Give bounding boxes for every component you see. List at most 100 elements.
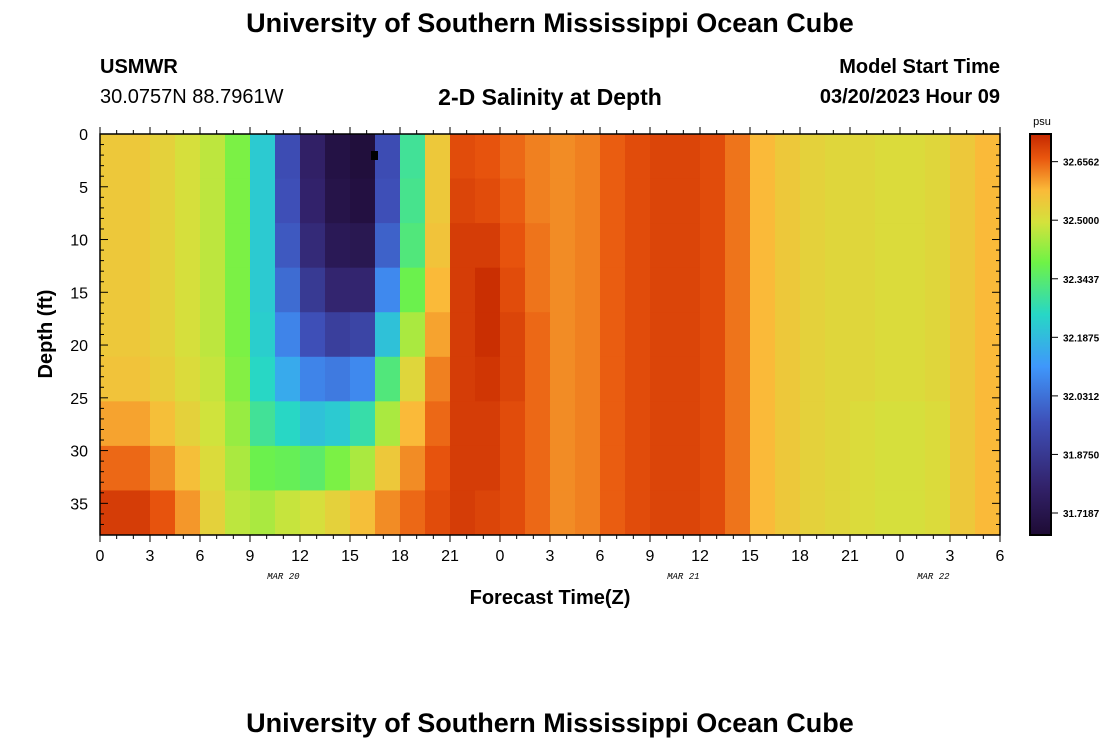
heatmap-cell <box>225 178 251 224</box>
heatmap-cell <box>775 401 801 447</box>
heatmap-cell <box>600 223 626 269</box>
heatmap-cell <box>850 134 876 180</box>
heatmap-cell <box>200 178 226 224</box>
colorbar-tick-label: 32.0312 <box>1063 392 1100 403</box>
x-tick-label: 9 <box>646 548 655 565</box>
y-tick-label: 35 <box>70 496 88 513</box>
heatmap-cell <box>200 401 226 447</box>
heatmap-cell <box>225 134 251 180</box>
heatmap-cell <box>750 490 776 535</box>
heatmap-cell <box>800 178 826 224</box>
heatmap-cell <box>325 312 351 358</box>
heatmap-cell <box>675 356 701 402</box>
heatmap-cell <box>325 223 351 269</box>
heatmap-cell <box>675 134 701 180</box>
heatmap-cell <box>125 267 151 313</box>
heatmap-cell <box>375 401 401 447</box>
heatmap-cell <box>400 490 426 535</box>
heatmap-cell <box>675 490 701 535</box>
heatmap-cell <box>350 312 376 358</box>
heatmap-cell <box>625 490 651 535</box>
heatmap-cell <box>900 178 926 224</box>
heatmap-cell <box>575 134 601 180</box>
heatmap-cell <box>650 134 676 180</box>
x-tick-label: 6 <box>196 548 205 565</box>
x-tick-label: 18 <box>791 548 809 565</box>
heatmap-cell <box>325 445 351 492</box>
heatmap-cell <box>850 223 876 269</box>
heatmap-cell <box>525 178 551 224</box>
heatmap-cell <box>275 445 301 492</box>
heatmap-cell <box>250 178 276 224</box>
heatmap-cell <box>300 134 326 180</box>
heatmap-cell <box>750 401 776 447</box>
heatmap-cell <box>300 178 326 224</box>
heatmap-cell <box>875 490 901 535</box>
heatmap-cell <box>350 356 376 402</box>
heatmap-cell <box>675 312 701 358</box>
heatmap-cell <box>250 490 276 535</box>
heatmap-cell <box>425 490 451 535</box>
heatmap-cell <box>250 312 276 358</box>
heatmap-cell <box>650 445 676 492</box>
heatmap-cell <box>275 312 301 358</box>
heatmap-cell <box>475 490 501 535</box>
heatmap-cell <box>950 356 976 402</box>
heatmap-cell <box>425 356 451 402</box>
heatmap-cell <box>800 356 826 402</box>
heatmap-cell <box>325 178 351 224</box>
heatmap-cell <box>275 134 301 180</box>
heatmap-cell <box>875 178 901 224</box>
heatmap-cell <box>725 445 751 492</box>
heatmap-cell <box>300 401 326 447</box>
heatmap-cell <box>425 401 451 447</box>
model-start-value: 03/20/2023 Hour 09 <box>819 86 1000 108</box>
heatmap-cell <box>375 445 401 492</box>
heatmap-cell <box>625 312 651 358</box>
heatmap-cell <box>375 490 401 535</box>
heatmap-cell <box>500 223 526 269</box>
heatmap-cell <box>725 401 751 447</box>
heatmap-cell <box>675 401 701 447</box>
heatmap-cell <box>275 223 301 269</box>
y-tick-label: 25 <box>70 391 88 408</box>
colorbar-tick-label: 32.6562 <box>1063 158 1100 169</box>
y-tick-label: 10 <box>70 233 88 250</box>
heatmap-cell <box>525 134 551 180</box>
heatmap-cell <box>725 134 751 180</box>
heatmap-cell <box>275 178 301 224</box>
heatmap-cell <box>150 356 176 402</box>
heatmap-cell <box>875 267 901 313</box>
heatmap-cell <box>775 223 801 269</box>
page-title: University of Southern Mississippi Ocean… <box>246 8 854 38</box>
heatmap-cell <box>925 490 951 535</box>
heatmap-cell <box>500 490 526 535</box>
heatmap-cell <box>625 134 651 180</box>
heatmap-cell <box>800 223 826 269</box>
heatmap-cell <box>550 445 576 492</box>
heatmap-cell <box>925 312 951 358</box>
heatmap-cell <box>475 401 501 447</box>
heatmap-cell <box>500 356 526 402</box>
heatmap-cell <box>625 445 651 492</box>
heatmap-cell <box>575 490 601 535</box>
heatmap-cell <box>700 223 726 269</box>
colorbar-ticks: 32.6562 32.5000 32.3437 32.1875 32.0312 31.87… <box>1051 158 1100 520</box>
heatmap-cell <box>550 267 576 313</box>
heatmap-cell <box>250 401 276 447</box>
heatmap-cell <box>325 356 351 402</box>
heatmap-cell <box>900 356 926 402</box>
heatmap-cell <box>425 223 451 269</box>
heatmap-cell <box>400 445 426 492</box>
x-tick-label: 3 <box>546 548 555 565</box>
x-tick-label: 3 <box>146 548 155 565</box>
heatmap-cell <box>900 267 926 313</box>
heatmap-cell <box>100 178 126 224</box>
heatmap-cell <box>450 267 476 313</box>
heatmap-cell <box>550 178 576 224</box>
heatmap-cell <box>375 356 401 402</box>
heatmap-cell <box>375 134 401 180</box>
heatmap-cell <box>600 356 626 402</box>
x-tick-label: 21 <box>841 548 859 565</box>
heatmap-cell <box>950 445 976 492</box>
